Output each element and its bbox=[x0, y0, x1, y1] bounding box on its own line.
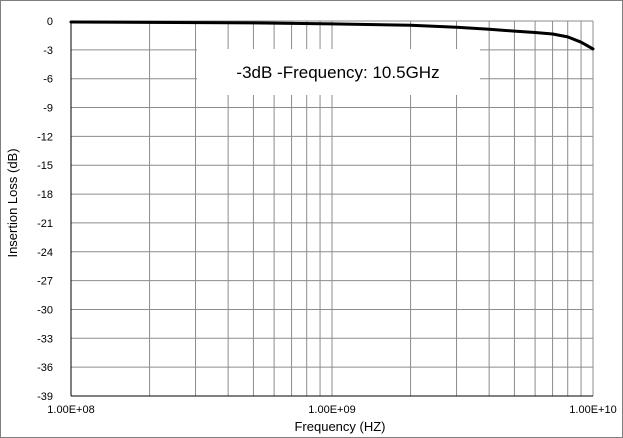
x-tick-labels: 1.00E+08 1.00E+09 1.00E+10 bbox=[47, 404, 616, 416]
y-tick-label: 0 bbox=[47, 16, 53, 28]
x-axis-title: Frequency (HZ) bbox=[294, 419, 385, 434]
y-tick-label: -15 bbox=[37, 160, 53, 172]
y-tick-label: -6 bbox=[43, 74, 53, 86]
y-tick-labels: 0 -3 -6 -9 -12 -15 -18 -21 -24 -27 -30 -33 -36 -39 bbox=[37, 16, 53, 403]
y-tick-label: -36 bbox=[37, 362, 53, 374]
x-tick-label: 1.00E+08 bbox=[47, 404, 94, 416]
y-tick-label: -30 bbox=[37, 304, 53, 316]
y-tick-label: -33 bbox=[37, 333, 53, 345]
y-tick-label: -3 bbox=[43, 45, 53, 57]
y-tick-label: -24 bbox=[37, 247, 53, 259]
y-axis-title: Insertion Loss (dB) bbox=[5, 148, 20, 257]
y-tick-label: -18 bbox=[37, 189, 53, 201]
x-tick-label: 1.00E+10 bbox=[569, 404, 616, 416]
x-tick-label: 1.00E+09 bbox=[308, 404, 355, 416]
insertion-loss-line bbox=[69, 20, 595, 51]
annotation-background bbox=[197, 49, 480, 95]
annotation-label: -3dB -Frequency: 10.5GHz bbox=[236, 63, 439, 82]
y-tick-label: -9 bbox=[43, 103, 53, 115]
y-tick-label: -21 bbox=[37, 218, 53, 230]
grid-lines bbox=[70, 20, 594, 397]
annotation-group: -3dB -Frequency: 10.5GHz bbox=[197, 49, 480, 95]
series-group bbox=[69, 20, 595, 51]
y-tick-label: -39 bbox=[37, 391, 53, 403]
y-tick-label: -27 bbox=[37, 276, 53, 288]
y-tick-label: -12 bbox=[37, 131, 53, 143]
